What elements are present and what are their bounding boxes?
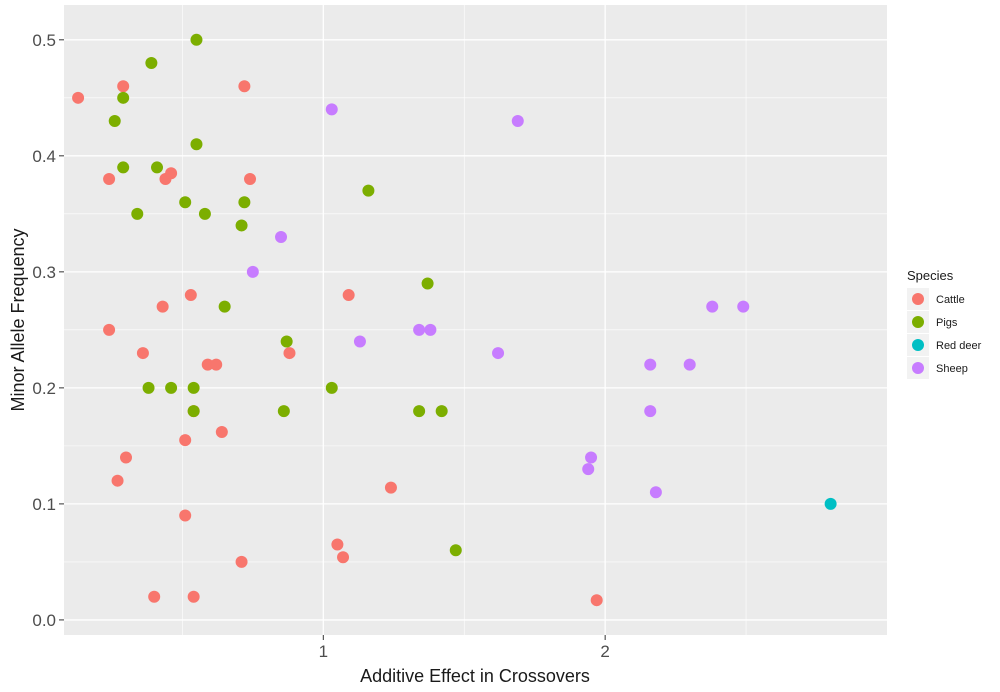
point-sheep (737, 300, 750, 313)
point-sheep (413, 323, 426, 336)
point-pigs (325, 381, 338, 394)
y-tick-label: 0.0 (32, 611, 56, 630)
point-pigs (165, 381, 178, 394)
point-pigs (198, 207, 211, 220)
point-sheep (424, 323, 437, 336)
point-sheep (582, 463, 595, 476)
point-pigs (190, 138, 203, 151)
point-cattle (136, 347, 149, 360)
point-cattle (238, 80, 251, 93)
x-axis-title: Additive Effect in Crossovers (360, 666, 590, 686)
axis-ticks: 0.0 0.1 0.2 0.3 0.4 0.5 1 2 (32, 31, 610, 661)
point-sheep (353, 335, 366, 348)
legend-key-pigs (912, 316, 924, 328)
point-cattle (342, 289, 355, 302)
x-tick-label: 1 (319, 642, 328, 661)
point-red-deer (824, 497, 837, 510)
point-sheep (325, 103, 338, 116)
point-pigs (187, 381, 200, 394)
legend-label-cattle: Cattle (936, 294, 965, 306)
point-pigs (413, 405, 426, 418)
point-pigs (280, 335, 293, 348)
legend-key-cattle (912, 293, 924, 305)
x-tick-label: 2 (600, 642, 609, 661)
point-cattle (210, 358, 223, 371)
point-cattle (156, 300, 169, 313)
point-cattle (103, 173, 116, 186)
point-pigs (142, 381, 155, 394)
point-cattle (179, 509, 192, 522)
y-axis-title: Minor Allele Frequency (8, 228, 28, 411)
point-pigs (449, 544, 462, 557)
point-cattle (215, 425, 228, 438)
legend: Species Cattle Pigs Red deer Sheep (907, 268, 982, 379)
point-cattle (165, 167, 178, 180)
point-pigs (117, 161, 130, 174)
point-pigs (179, 196, 192, 209)
point-cattle (201, 358, 214, 371)
point-pigs (151, 161, 164, 174)
point-pigs (145, 57, 158, 70)
point-sheep (511, 115, 524, 128)
legend-key-sheep (912, 362, 924, 374)
point-cattle (235, 555, 248, 568)
point-pigs (117, 91, 130, 104)
point-pigs (362, 184, 375, 197)
point-sheep (644, 405, 657, 418)
point-pigs (190, 33, 203, 46)
point-pigs (421, 277, 434, 290)
point-cattle (590, 594, 603, 607)
point-cattle (72, 91, 85, 104)
legend-label-sheep: Sheep (936, 363, 968, 375)
point-pigs (187, 405, 200, 418)
point-sheep (644, 358, 657, 371)
data-points (72, 33, 837, 607)
point-pigs (218, 300, 231, 313)
point-cattle (337, 551, 350, 564)
point-sheep (492, 347, 505, 360)
point-sheep (649, 486, 662, 499)
point-pigs (108, 115, 121, 128)
y-tick-label: 0.4 (32, 147, 56, 166)
point-cattle (111, 474, 124, 487)
legend-label-red-deer: Red deer (936, 340, 982, 352)
point-cattle (283, 347, 296, 360)
point-cattle (331, 538, 344, 551)
point-sheep (275, 231, 288, 244)
point-pigs (435, 405, 448, 418)
legend-key-red-deer (912, 339, 924, 351)
point-pigs (235, 219, 248, 232)
point-cattle (148, 590, 161, 603)
point-sheep (246, 265, 259, 278)
point-cattle (244, 173, 257, 186)
point-sheep (706, 300, 719, 313)
y-tick-label: 0.1 (32, 495, 56, 514)
point-pigs (131, 207, 144, 220)
point-cattle (120, 451, 133, 464)
point-pigs (277, 405, 290, 418)
point-cattle (187, 590, 200, 603)
legend-title: Species (907, 268, 954, 283)
point-cattle (179, 434, 192, 447)
point-cattle (384, 481, 397, 494)
y-tick-label: 0.5 (32, 31, 56, 50)
legend-label-pigs: Pigs (936, 317, 958, 329)
point-pigs (238, 196, 251, 209)
point-cattle (103, 323, 116, 336)
point-cattle (117, 80, 130, 93)
y-tick-label: 0.2 (32, 379, 56, 398)
plot-panel (64, 5, 887, 635)
point-sheep (683, 358, 696, 371)
point-sheep (585, 451, 598, 464)
y-tick-label: 0.3 (32, 263, 56, 282)
point-cattle (184, 289, 197, 302)
